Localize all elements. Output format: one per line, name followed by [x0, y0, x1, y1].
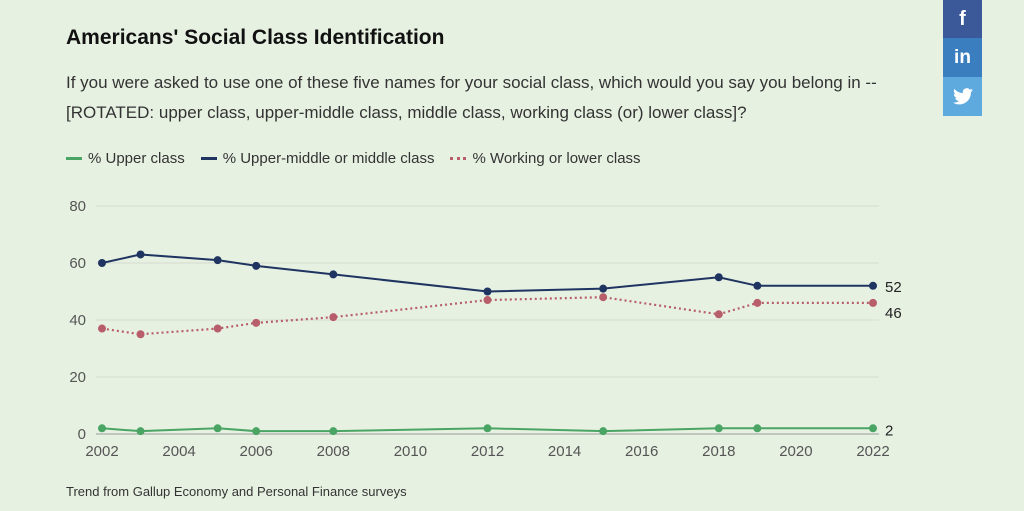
x-tick-label: 2004	[162, 443, 195, 460]
data-point-0	[252, 427, 261, 436]
linkedin-share-button[interactable]: in	[943, 38, 982, 77]
data-point-0	[213, 424, 222, 433]
twitter-share-button[interactable]	[943, 77, 982, 116]
y-tick-label: 0	[78, 426, 86, 443]
facebook-share-button[interactable]: f	[943, 0, 982, 38]
legend-swatch-working	[450, 157, 467, 160]
share-bar: f in	[943, 0, 982, 116]
legend-label-middle: % Upper-middle or middle class	[222, 150, 435, 167]
data-point-1	[599, 284, 608, 293]
data-point-1	[869, 281, 877, 290]
data-point-0	[599, 427, 608, 436]
chart-source: Trend from Gallup Economy and Personal F…	[66, 484, 407, 499]
series-line-0	[101, 427, 873, 433]
legend-swatch-middle	[200, 157, 217, 160]
data-point-2	[599, 293, 608, 302]
data-point-0	[329, 427, 338, 436]
data-point-2	[869, 298, 877, 307]
legend-item-working: % Working or lower class	[450, 150, 641, 167]
x-tick-label: 2016	[625, 443, 658, 460]
x-tick-label: 2022	[856, 443, 889, 460]
y-tick-label: 40	[69, 312, 86, 329]
x-tick-label: 2008	[317, 443, 350, 460]
data-point-1	[483, 287, 492, 296]
data-point-0	[714, 424, 723, 433]
x-tick-label: 2002	[85, 443, 118, 460]
data-point-2	[753, 298, 762, 307]
series-line-2	[101, 296, 873, 336]
data-point-1	[252, 261, 261, 270]
data-point-0	[483, 424, 492, 433]
data-point-0	[753, 424, 762, 433]
data-point-1	[753, 281, 762, 290]
end-label-0: 2	[885, 422, 893, 439]
x-tick-label: 2006	[240, 443, 273, 460]
x-tick-label: 2010	[394, 443, 427, 460]
data-point-0	[869, 424, 877, 433]
data-point-2	[329, 313, 338, 322]
twitter-icon	[952, 88, 973, 105]
data-point-2	[98, 324, 106, 333]
data-point-2	[213, 324, 222, 333]
legend-swatch-upper	[66, 157, 82, 160]
x-tick-label: 2020	[779, 443, 812, 460]
data-point-1	[98, 259, 106, 267]
data-point-1	[714, 273, 723, 282]
data-point-0	[136, 427, 145, 436]
chart-title: Americans' Social Class Identification	[66, 26, 445, 49]
linkedin-icon: in	[954, 46, 971, 68]
data-point-1	[136, 250, 145, 259]
end-label-1: 52	[885, 279, 902, 296]
facebook-icon: f	[959, 7, 966, 30]
x-tick-label: 2014	[548, 443, 581, 460]
legend-item-middle: % Upper-middle or middle class	[200, 150, 435, 167]
series-line-1	[101, 253, 873, 293]
data-point-2	[483, 296, 492, 305]
legend-item-upper: % Upper class	[66, 150, 185, 167]
x-tick-label: 2018	[702, 443, 735, 460]
data-point-1	[213, 256, 222, 265]
data-point-2	[252, 318, 261, 327]
y-tick-label: 60	[69, 255, 86, 272]
data-point-1	[329, 270, 338, 279]
legend-label-working: % Working or lower class	[472, 150, 641, 167]
data-point-2	[714, 310, 723, 319]
data-point-0	[98, 424, 106, 433]
data-point-2	[136, 330, 145, 339]
chart-subtitle: If you were asked to use one of these fi…	[66, 73, 877, 122]
chart-legend: % Upper class % Upper-middle or middle c…	[66, 150, 641, 167]
legend-label-upper: % Upper class	[88, 150, 185, 167]
x-tick-label: 2012	[471, 443, 504, 460]
y-tick-label: 20	[69, 369, 86, 386]
end-label-2: 46	[885, 305, 902, 322]
y-tick-label: 80	[69, 198, 86, 215]
